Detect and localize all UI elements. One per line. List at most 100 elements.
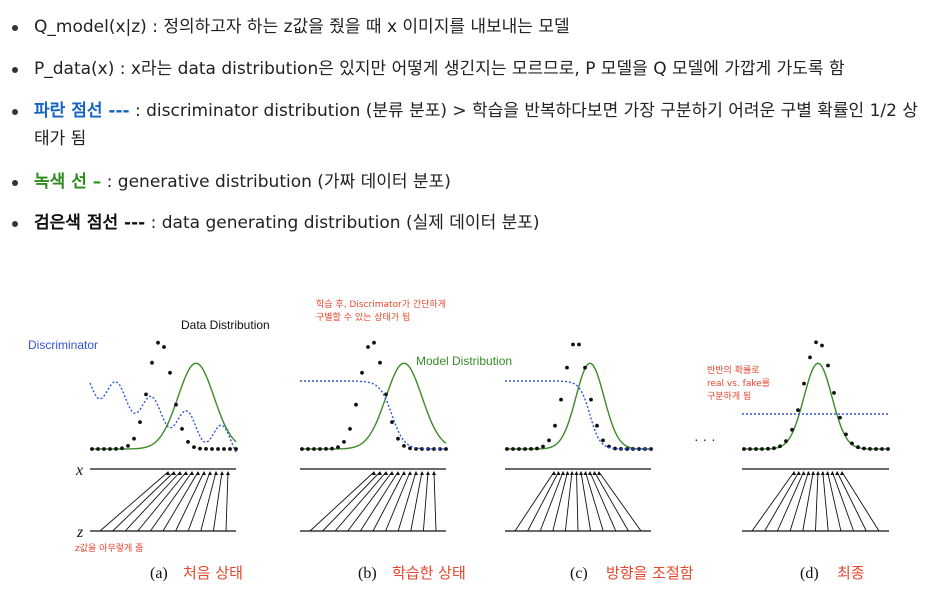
panel-b-caption: 학습한 상태 bbox=[392, 564, 466, 582]
mapping-arrow bbox=[360, 471, 399, 532]
data-distribution-dot bbox=[210, 447, 214, 451]
mapping-arrow bbox=[598, 471, 642, 532]
data-distribution-dot bbox=[838, 415, 842, 420]
bullet-dot bbox=[12, 25, 18, 31]
arrow-head bbox=[372, 471, 376, 475]
data-distribution-dot bbox=[150, 360, 154, 365]
data-distribution-dot bbox=[802, 381, 806, 386]
data-distribution-dot bbox=[814, 340, 818, 345]
mapping-arrow bbox=[827, 471, 842, 532]
data-distribution-dot bbox=[144, 392, 148, 397]
arrow-head bbox=[408, 471, 412, 475]
arrow-head bbox=[432, 471, 436, 475]
arrow-head bbox=[579, 471, 583, 475]
arrow-head bbox=[835, 471, 840, 475]
data-distribution-dot bbox=[517, 447, 521, 451]
panel-b-note: 구별할 수 있는 상태가 됨 bbox=[316, 311, 410, 323]
data-distribution-dot bbox=[324, 447, 328, 451]
data-distribution-dot bbox=[523, 447, 527, 451]
panel-b-note: 학습 후, Discrimator가 간단하게 bbox=[316, 299, 446, 310]
mapping-arrow bbox=[372, 471, 405, 532]
data-distribution-dot bbox=[880, 447, 884, 451]
discriminator-label: Discriminator bbox=[28, 338, 98, 352]
panel-d-note: real vs. fake를 bbox=[707, 378, 770, 389]
panel-c-id: (c) bbox=[570, 565, 588, 582]
data-distribution-dot bbox=[886, 447, 890, 451]
arrow-head bbox=[565, 471, 570, 475]
arrow-head bbox=[570, 471, 574, 475]
arrow-head bbox=[196, 471, 200, 475]
model-distribution-curve bbox=[505, 362, 651, 450]
data-distribution-dot bbox=[180, 427, 184, 431]
note-prefix-green: 녹색 선 – bbox=[34, 172, 102, 192]
arrow-head bbox=[178, 471, 182, 475]
data-distribution-dot bbox=[856, 445, 860, 450]
arrow-head bbox=[830, 471, 835, 475]
model-distribution-label: Model Distribution bbox=[416, 354, 512, 368]
data-distribution-dot bbox=[850, 441, 854, 446]
mapping-arrow bbox=[309, 471, 375, 532]
mapping-arrow bbox=[124, 471, 181, 532]
mapping-arrow bbox=[514, 471, 555, 532]
mapping-arrow bbox=[564, 471, 573, 532]
data-distribution-dot bbox=[748, 447, 752, 451]
discriminator-curve bbox=[89, 380, 237, 453]
data-distribution-dot bbox=[760, 447, 764, 451]
data-distribution-dot bbox=[649, 447, 653, 451]
data-distribution-dot bbox=[234, 447, 238, 451]
note-prefix-black: 검은색 점선 --- bbox=[34, 213, 146, 233]
arrow-head bbox=[583, 471, 588, 475]
data-distribution-label: Data Distribution bbox=[181, 318, 270, 332]
mapping-arrow bbox=[112, 471, 175, 532]
mapping-arrow bbox=[322, 471, 381, 532]
bullet-dot bbox=[12, 180, 18, 186]
arrow-head bbox=[384, 471, 388, 475]
data-distribution-dot bbox=[547, 438, 551, 443]
bullet-dot bbox=[12, 221, 18, 227]
data-distribution-dot bbox=[96, 447, 100, 451]
arrow-head bbox=[820, 471, 825, 475]
mapping-arrow bbox=[585, 471, 604, 532]
data-distribution-dot bbox=[168, 370, 172, 375]
data-distribution-dot bbox=[583, 365, 587, 370]
arrow-head bbox=[806, 471, 811, 475]
arrow-head bbox=[801, 471, 806, 475]
bullet-dot bbox=[12, 109, 18, 115]
arrow-head bbox=[825, 471, 830, 475]
data-distribution-dot bbox=[790, 427, 794, 432]
data-distribution-dot bbox=[300, 447, 304, 451]
mapping-arrow bbox=[594, 471, 629, 532]
data-distribution-dot bbox=[396, 436, 400, 441]
note-body: : discriminator distribution (분류 분포) > 학… bbox=[34, 101, 918, 149]
data-distribution-dot bbox=[336, 445, 340, 449]
mapping-arrow bbox=[822, 471, 829, 532]
data-distribution-dot bbox=[772, 446, 776, 451]
data-distribution-dot bbox=[444, 447, 448, 451]
arrow-head bbox=[220, 471, 224, 475]
data-distribution-dot bbox=[126, 444, 130, 448]
mapping-arrow bbox=[334, 471, 387, 532]
arrow-head bbox=[796, 471, 801, 475]
ellipsis: · · · bbox=[694, 431, 716, 447]
data-distribution-dot bbox=[354, 402, 358, 407]
data-distribution-dot bbox=[312, 447, 316, 451]
arrow-head bbox=[561, 471, 565, 475]
data-distribution-dot bbox=[874, 447, 878, 451]
arrow-head bbox=[190, 471, 194, 475]
mapping-arrow bbox=[836, 471, 867, 532]
data-distribution-dot bbox=[511, 447, 515, 451]
arrow-head bbox=[426, 471, 430, 475]
data-distribution-dot bbox=[868, 447, 872, 451]
z-note: z값을 아무렇게 줌 bbox=[75, 542, 143, 554]
arrow-head bbox=[378, 471, 382, 475]
data-distribution-dot bbox=[198, 446, 202, 451]
note-text: 검은색 점선 --- : data generating distributio… bbox=[34, 209, 929, 237]
data-distribution-dot bbox=[102, 447, 106, 451]
data-distribution-dot bbox=[754, 447, 758, 451]
data-distribution-dot bbox=[432, 447, 436, 451]
data-distribution-dot bbox=[553, 423, 557, 428]
mapping-arrow bbox=[422, 471, 429, 532]
data-distribution-dot bbox=[571, 342, 575, 347]
data-distribution-dot bbox=[108, 447, 112, 451]
